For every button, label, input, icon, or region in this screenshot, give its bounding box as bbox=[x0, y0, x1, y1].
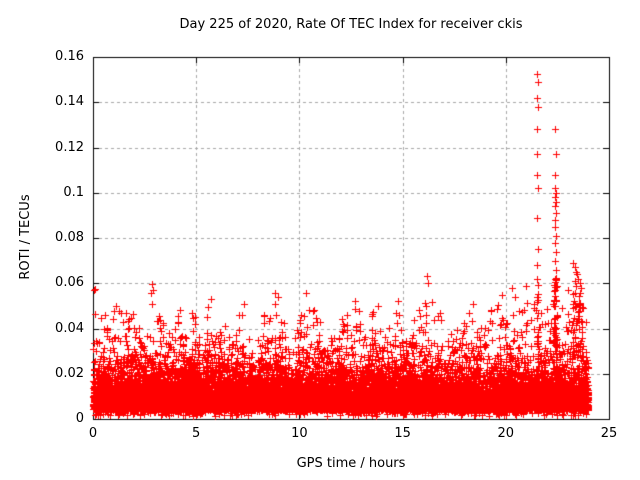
y-tick-label: 0.12 bbox=[55, 139, 84, 155]
y-tick-label: 0.14 bbox=[55, 94, 84, 110]
x-tick-label: 20 bbox=[497, 426, 515, 441]
x-axis-label: GPS time / hours bbox=[296, 456, 406, 471]
x-tick-label: 25 bbox=[600, 426, 618, 441]
y-tick-label: 0.16 bbox=[55, 49, 84, 64]
x-tick-label: 5 bbox=[192, 426, 201, 441]
y-tick-label: 0.02 bbox=[55, 365, 84, 381]
y-tick-label: 0.1 bbox=[63, 184, 84, 200]
y-tick-label: 0.04 bbox=[55, 320, 84, 336]
x-tick-label: 0 bbox=[88, 426, 98, 441]
x-tick-label: 15 bbox=[394, 426, 411, 441]
x-tick-label: 10 bbox=[291, 426, 308, 441]
y-tick-label: 0 bbox=[75, 411, 84, 426]
y-tick-label: 0.06 bbox=[55, 275, 84, 291]
chart-title: Day 225 of 2020, Rate Of TEC Index for r… bbox=[179, 17, 523, 32]
y-tick-label: 0.08 bbox=[55, 230, 84, 245]
